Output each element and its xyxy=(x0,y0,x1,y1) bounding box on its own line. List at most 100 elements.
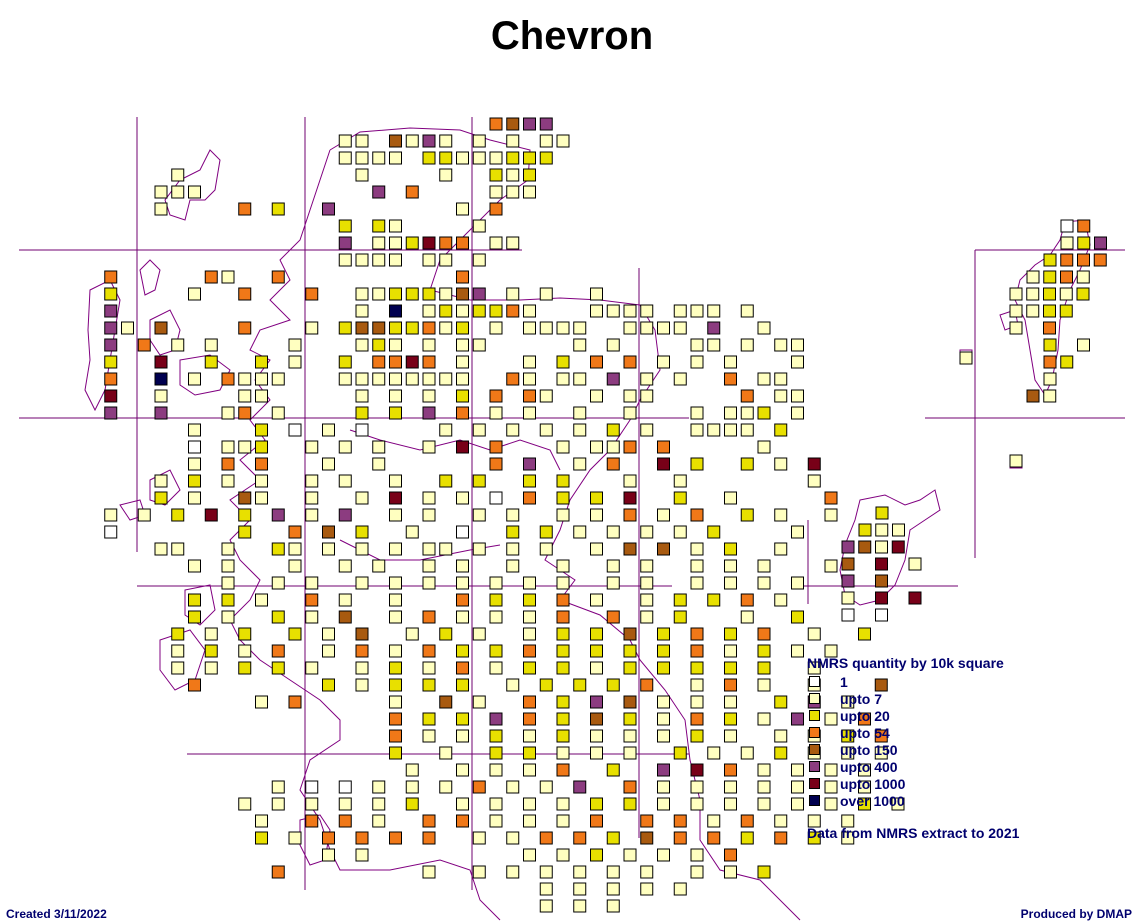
grid-square xyxy=(489,797,503,811)
grid-square xyxy=(154,491,168,505)
grid-square xyxy=(322,627,335,641)
grid-square xyxy=(523,304,536,318)
grid-square xyxy=(422,338,436,352)
grid-square xyxy=(472,780,486,794)
grid-square xyxy=(858,540,872,554)
grid-square xyxy=(372,338,386,352)
grid-square xyxy=(841,591,855,605)
grid-square xyxy=(757,576,771,590)
grid-square xyxy=(724,695,737,709)
grid-square xyxy=(590,355,603,369)
grid-square xyxy=(439,287,453,301)
grid-square xyxy=(104,304,118,318)
grid-square xyxy=(372,372,386,386)
grid-square xyxy=(623,304,637,318)
grid-square xyxy=(539,134,553,148)
grid-square xyxy=(807,627,821,641)
grid-square xyxy=(623,321,637,335)
grid-square xyxy=(338,780,352,794)
grid-square xyxy=(573,423,587,437)
grid-square xyxy=(841,557,855,571)
grid-square xyxy=(355,134,369,148)
grid-square xyxy=(456,355,469,369)
grid-square xyxy=(807,814,821,828)
grid-square xyxy=(523,610,536,624)
grid-square xyxy=(238,321,252,335)
grid-square xyxy=(305,610,319,624)
grid-square xyxy=(657,695,670,709)
grid-square xyxy=(523,661,536,675)
grid-square xyxy=(456,287,469,301)
grid-square xyxy=(590,797,603,811)
grid-square xyxy=(523,848,536,862)
grid-square xyxy=(255,593,268,607)
grid-square xyxy=(657,729,670,743)
grid-square xyxy=(422,287,436,301)
grid-square xyxy=(690,338,704,352)
grid-square xyxy=(422,321,436,335)
grid-square xyxy=(640,525,654,539)
grid-square xyxy=(104,372,118,386)
grid-square xyxy=(891,797,905,811)
grid-square xyxy=(322,423,335,437)
grid-square xyxy=(305,287,319,301)
grid-square xyxy=(1026,389,1040,403)
grid-square xyxy=(271,406,285,420)
grid-square xyxy=(690,729,704,743)
grid-square xyxy=(489,440,503,454)
grid-square xyxy=(523,644,536,658)
grid-square xyxy=(539,321,553,335)
grid-square xyxy=(606,678,620,692)
grid-square xyxy=(171,542,185,556)
grid-square xyxy=(188,457,201,471)
grid-square xyxy=(271,542,285,556)
grid-square xyxy=(791,780,804,794)
grid-square xyxy=(791,610,804,624)
grid-square xyxy=(590,644,603,658)
grid-square xyxy=(640,304,654,318)
grid-square xyxy=(623,712,637,726)
grid-square xyxy=(539,542,553,556)
grid-square xyxy=(1009,321,1023,335)
grid-square xyxy=(590,848,603,862)
grid-square xyxy=(255,389,268,403)
grid-square xyxy=(807,831,821,845)
grid-square xyxy=(422,304,436,318)
grid-square xyxy=(221,559,235,573)
grid-square xyxy=(875,557,888,571)
grid-square xyxy=(640,678,654,692)
grid-square xyxy=(740,610,754,624)
grid-square xyxy=(590,508,603,522)
grid-square xyxy=(657,763,670,777)
grid-square xyxy=(707,831,721,845)
grid-square xyxy=(875,540,888,554)
grid-square xyxy=(506,134,520,148)
grid-square xyxy=(841,746,855,760)
grid-square xyxy=(506,508,520,522)
grid-square xyxy=(439,627,453,641)
grid-square xyxy=(221,542,235,556)
grid-square xyxy=(271,780,285,794)
grid-square xyxy=(422,661,436,675)
grid-square xyxy=(389,236,402,250)
grid-square xyxy=(573,338,587,352)
grid-square xyxy=(472,865,486,879)
grid-square xyxy=(690,763,704,777)
grid-square xyxy=(657,661,670,675)
grid-square xyxy=(740,831,754,845)
grid-square xyxy=(355,525,369,539)
grid-square xyxy=(590,695,603,709)
grid-square xyxy=(422,678,436,692)
grid-square xyxy=(405,236,419,250)
grid-square xyxy=(690,780,704,794)
grid-square xyxy=(456,559,469,573)
grid-square xyxy=(238,287,252,301)
legend-item: upto 20 xyxy=(807,707,1019,724)
grid-square xyxy=(556,661,570,675)
grid-square xyxy=(740,406,754,420)
grid-square xyxy=(422,389,436,403)
grid-square xyxy=(556,372,570,386)
grid-square xyxy=(171,185,185,199)
grid-square xyxy=(573,678,587,692)
grid-square xyxy=(372,253,386,267)
